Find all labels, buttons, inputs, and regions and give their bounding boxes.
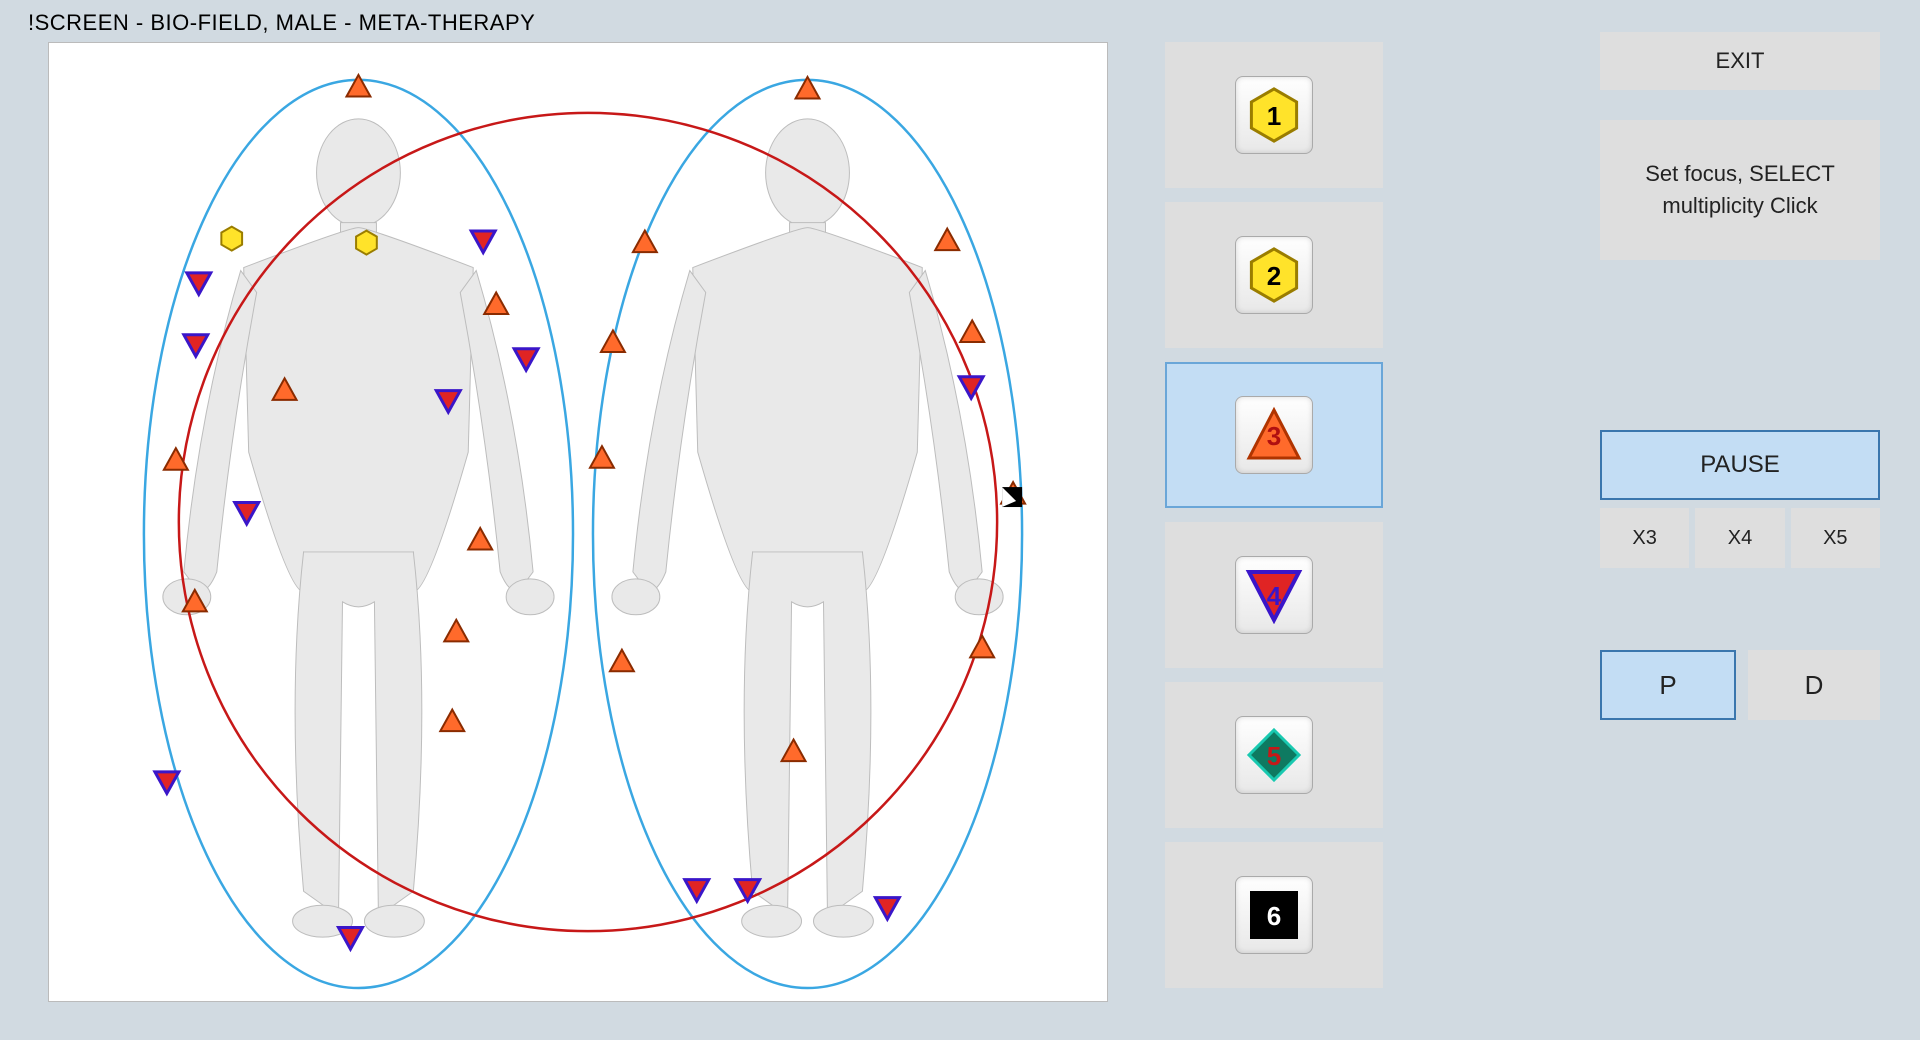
svg-text:5: 5 <box>1267 741 1282 771</box>
hexagon-icon: 1 <box>1235 76 1313 154</box>
field-marker[interactable] <box>959 377 983 399</box>
exit-button[interactable]: EXIT <box>1600 32 1880 90</box>
diamond-icon: 5 <box>1235 716 1313 794</box>
field-marker[interactable] <box>468 528 492 550</box>
hint-text: Set focus, SELECT multiplicity Click <box>1600 120 1880 260</box>
field-marker[interactable] <box>875 898 899 920</box>
pause-button[interactable]: PAUSE <box>1600 430 1880 500</box>
marker-legend-1[interactable]: 1 <box>1165 42 1383 188</box>
field-marker[interactable] <box>633 231 657 253</box>
field-marker[interactable] <box>346 75 370 97</box>
field-marker[interactable] <box>339 928 363 950</box>
field-marker[interactable] <box>187 273 211 295</box>
marker-legend-5[interactable]: 5 <box>1165 682 1383 828</box>
field-marker[interactable] <box>610 650 634 672</box>
field-marker[interactable] <box>590 446 614 468</box>
field-marker[interactable] <box>444 620 468 642</box>
multiplier-x5[interactable]: X5 <box>1791 508 1880 568</box>
field-marker[interactable] <box>235 502 259 524</box>
square-icon: 6 <box>1235 876 1313 954</box>
svg-text:1: 1 <box>1267 101 1282 131</box>
marker-legend-3[interactable]: 3 <box>1165 362 1383 508</box>
field-marker[interactable] <box>601 330 625 352</box>
multiplier-x3[interactable]: X3 <box>1600 508 1689 568</box>
marker-legend-2[interactable]: 2 <box>1165 202 1383 348</box>
page-title: !SCREEN - BIO-FIELD, MALE - META-THERAPY <box>28 10 535 36</box>
multiplier-x4[interactable]: X4 <box>1695 508 1784 568</box>
multiplier-row: X3X4X5 <box>1600 508 1880 568</box>
field-marker[interactable] <box>935 229 959 251</box>
field-marker[interactable] <box>440 710 464 732</box>
hexagon-icon: 2 <box>1235 236 1313 314</box>
biofield-viewport[interactable] <box>48 42 1108 1002</box>
field-marker[interactable] <box>960 320 984 342</box>
marker-legend-6[interactable]: 6 <box>1165 842 1383 988</box>
field-marker[interactable] <box>155 772 179 794</box>
triangle-up-icon: 3 <box>1235 396 1313 474</box>
field-marker[interactable] <box>221 227 242 251</box>
marker-legend-column: 1 2 3 4 5 6 <box>1165 42 1383 988</box>
field-marker[interactable] <box>685 880 709 902</box>
field-marker[interactable] <box>484 292 508 314</box>
field-marker[interactable] <box>471 231 495 253</box>
field-marker[interactable] <box>184 335 208 357</box>
mode-p-button[interactable]: P <box>1600 650 1736 720</box>
triangle-down-icon: 4 <box>1235 556 1313 634</box>
svg-text:2: 2 <box>1267 261 1282 291</box>
field-marker[interactable] <box>356 231 377 255</box>
marker-legend-4[interactable]: 4 <box>1165 522 1383 668</box>
mode-d-button[interactable]: D <box>1748 650 1880 720</box>
svg-text:6: 6 <box>1267 901 1282 931</box>
field-marker[interactable] <box>970 636 994 658</box>
svg-text:3: 3 <box>1267 421 1282 451</box>
field-marker[interactable] <box>514 349 538 371</box>
pd-row: P D <box>1600 650 1880 720</box>
svg-text:4: 4 <box>1267 581 1282 611</box>
